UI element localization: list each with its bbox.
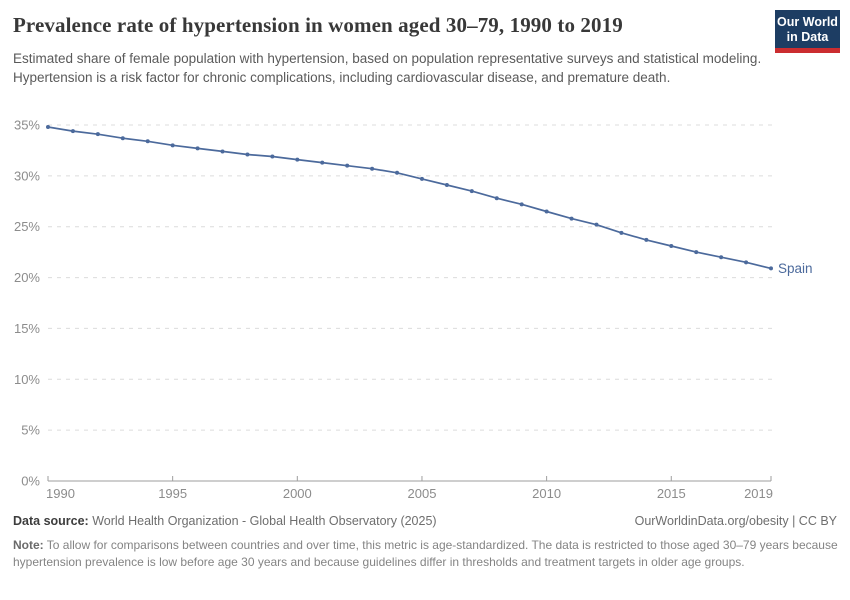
page-title: Prevalence rate of hypertension in women… [13, 13, 623, 37]
owid-logo-line1: Our World [777, 15, 838, 29]
owid-license-link[interactable]: OurWorldinData.org/obesity | CC BY [634, 514, 837, 528]
data-point[interactable] [70, 129, 75, 134]
y-axis-tick-label: 35% [14, 118, 40, 133]
y-axis-tick-label: 25% [14, 219, 40, 234]
x-axis-tick-label: 2015 [657, 486, 686, 501]
data-point[interactable] [594, 222, 599, 227]
chart-note-label: Note: [13, 538, 44, 552]
data-source-label: Data source: [13, 514, 89, 528]
data-point[interactable] [469, 189, 474, 194]
x-axis-tick-label: 2019 [744, 486, 773, 501]
data-point[interactable] [719, 255, 724, 260]
trend-line[interactable] [47, 126, 772, 270]
data-point[interactable] [419, 176, 424, 181]
data-point[interactable] [295, 157, 300, 162]
data-point[interactable] [644, 237, 649, 242]
chart-note-text: To allow for comparisons between countri… [13, 538, 838, 570]
x-axis-tick-label: 1990 [46, 486, 75, 501]
data-point[interactable] [46, 125, 50, 130]
y-axis-tick-label: 15% [14, 321, 40, 336]
data-source: Data source: World Health Organization -… [13, 514, 437, 528]
y-axis-tick-label: 0% [21, 474, 40, 489]
data-point[interactable] [519, 202, 524, 207]
y-axis-tick-label: 5% [21, 423, 40, 438]
line-chart[interactable]: 0% 5% 10% 15% 20% 25% 30% 35% 1990 1995 2000 2005 20… [0, 100, 850, 510]
data-point[interactable] [544, 209, 549, 214]
y-axis-tick-label: 30% [14, 168, 40, 183]
data-point[interactable] [170, 143, 175, 148]
x-axis-tick-label: 2010 [532, 486, 561, 501]
series-end-label[interactable]: Spain [778, 261, 813, 276]
data-point[interactable] [619, 230, 624, 235]
data-point[interactable] [220, 149, 225, 154]
data-point[interactable] [669, 244, 674, 249]
data-point[interactable] [270, 154, 275, 159]
x-axis-tick-label: 2005 [408, 486, 437, 501]
data-point[interactable] [120, 136, 125, 141]
x-axis-tick-label: 2000 [283, 486, 312, 501]
data-point[interactable] [569, 216, 574, 221]
owid-logo-line2: in Data [786, 30, 829, 44]
x-axis-tick-label: 1995 [158, 486, 187, 501]
owid-logo[interactable]: Our World in Data [775, 10, 840, 53]
data-point[interactable] [694, 250, 699, 255]
data-point[interactable] [444, 183, 449, 188]
y-axis-tick-label: 20% [14, 270, 40, 285]
data-point[interactable] [195, 146, 200, 151]
data-point[interactable] [395, 170, 400, 175]
data-point[interactable] [245, 152, 250, 157]
data-point[interactable] [345, 163, 350, 168]
chart-footer: Data source: World Health Organization -… [13, 514, 837, 528]
chart-subtitle: Estimated share of female population wit… [13, 51, 762, 85]
y-axis-tick-label: 10% [14, 372, 40, 387]
data-point[interactable] [494, 196, 499, 201]
data-point[interactable] [370, 166, 375, 171]
data-point[interactable] [145, 139, 150, 144]
data-point[interactable] [769, 266, 773, 271]
data-point[interactable] [320, 160, 325, 165]
data-point[interactable] [95, 132, 100, 137]
chart-note: Note: To allow for comparisons between c… [13, 537, 839, 572]
data-source-value: World Health Organization - Global Healt… [88, 514, 437, 528]
data-point[interactable] [744, 260, 749, 265]
